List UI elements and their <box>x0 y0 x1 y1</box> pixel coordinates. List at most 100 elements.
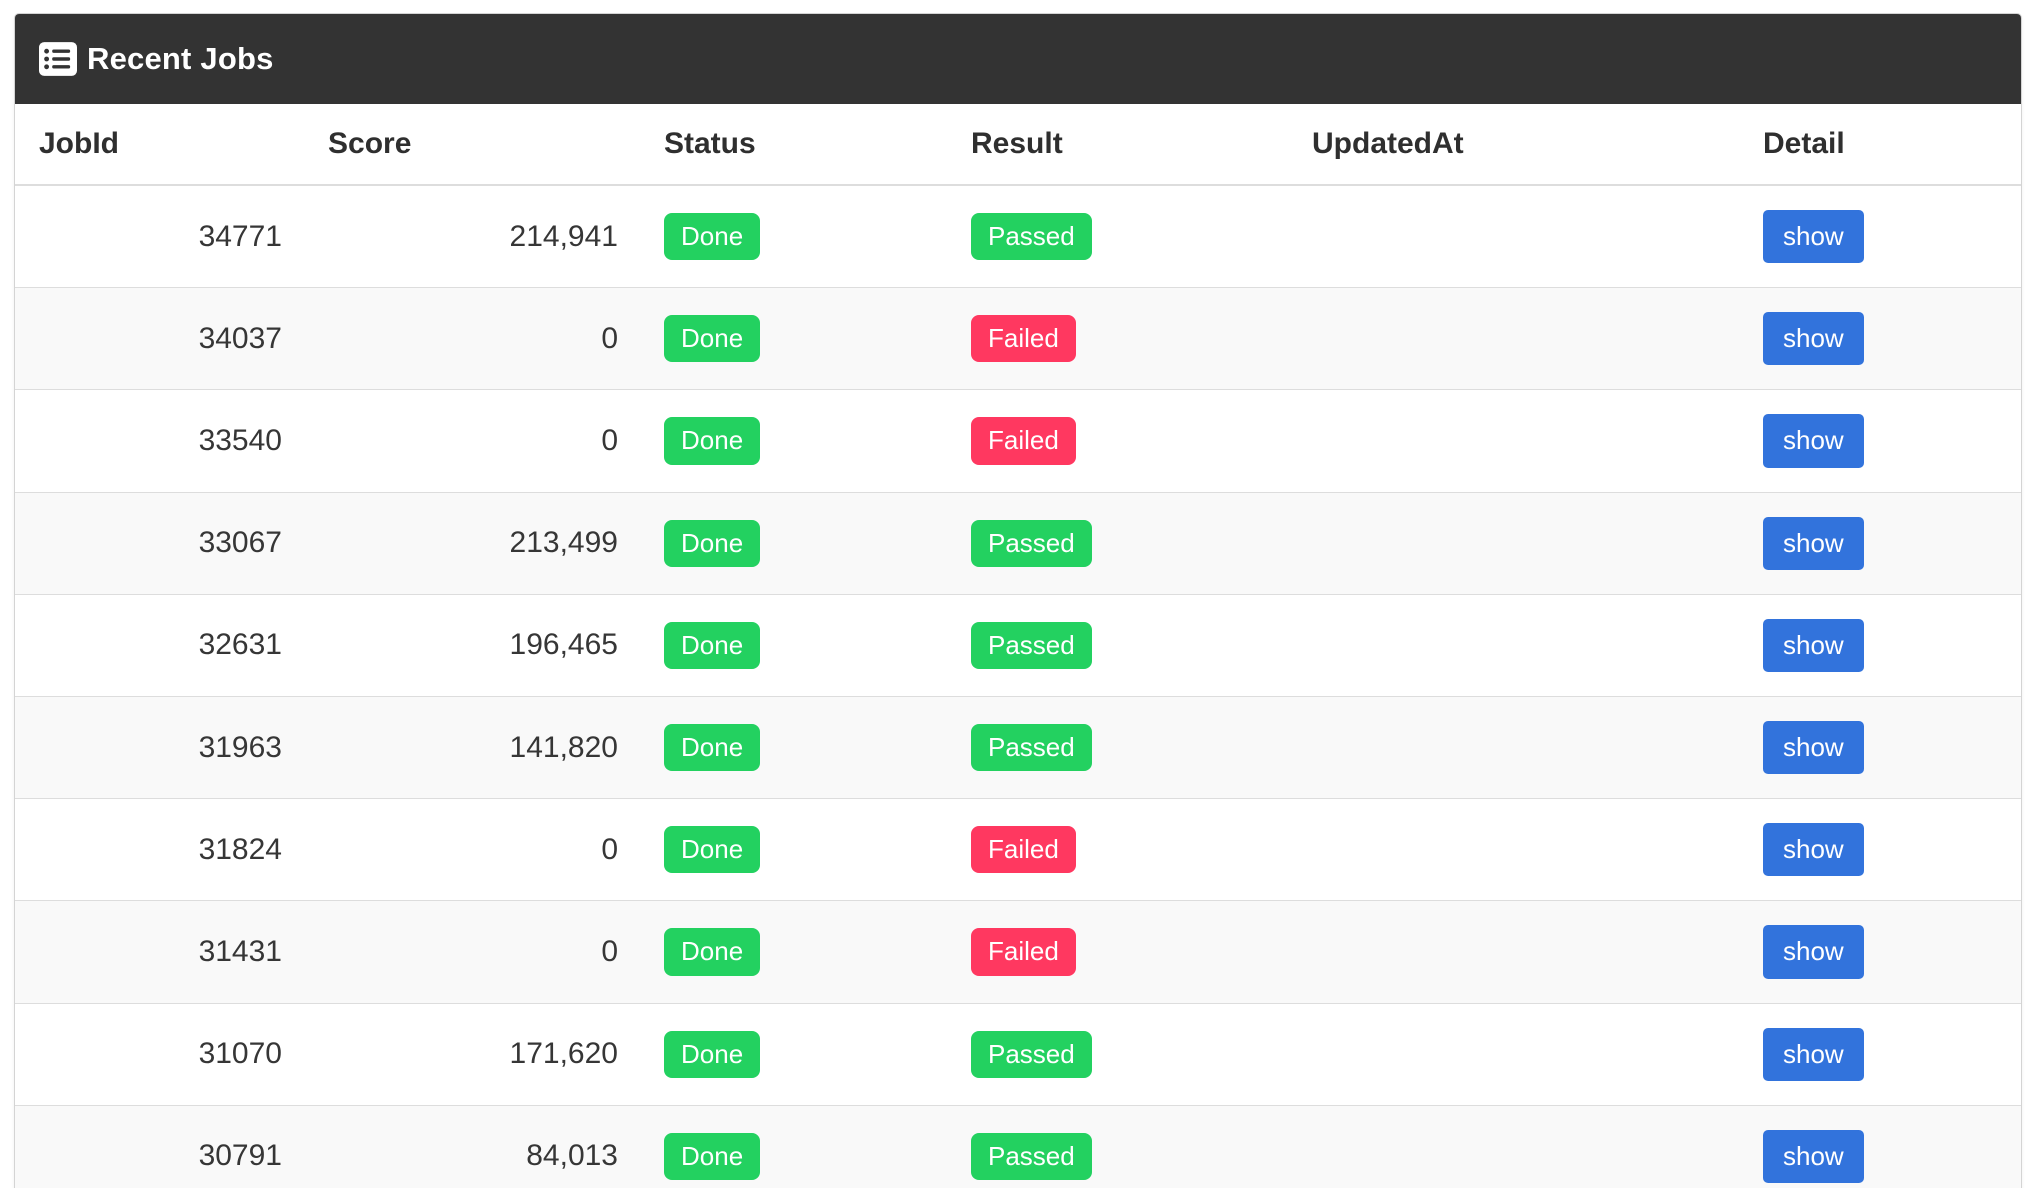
status-badge: Done <box>664 213 761 261</box>
detail-cell: show <box>1753 184 2021 288</box>
score-cell: 213,499 <box>318 491 654 595</box>
status-badge: Done <box>664 723 761 772</box>
jobid-cell: 31963 <box>15 695 318 799</box>
show-button[interactable]: show <box>1763 210 1864 264</box>
detail-cell: show <box>1753 1002 2021 1106</box>
score-cell: 0 <box>318 287 654 390</box>
result-badge: Passed <box>971 519 1092 567</box>
status-badge: Done <box>664 417 761 465</box>
show-button[interactable]: show <box>1763 516 1864 570</box>
jobid-cell: 34771 <box>15 184 318 288</box>
status-cell: Done <box>654 184 961 288</box>
status-badge: Done <box>664 621 761 669</box>
result-cell: Passed <box>961 184 1302 288</box>
table-row: 34771 214,941 Done Passed show <box>15 184 2021 288</box>
status-badge: Done <box>664 315 761 363</box>
jobid-cell: 32631 <box>15 593 318 697</box>
result-cell: Failed <box>961 900 1302 1003</box>
result-badge: Passed <box>971 621 1092 669</box>
col-header-jobid: JobId <box>15 104 318 186</box>
updated-at-cell <box>1302 1104 1753 1188</box>
updated-at-cell <box>1302 389 1753 493</box>
panel-heading: Recent Jobs <box>15 14 2021 104</box>
status-badge: Done <box>664 1132 761 1180</box>
status-badge: Done <box>664 1030 761 1078</box>
detail-cell: show <box>1753 287 2021 390</box>
detail-cell: show <box>1753 1104 2021 1188</box>
table-row: 31070 171,620 Done Passed show <box>15 1002 2021 1106</box>
result-cell: Failed <box>961 287 1302 390</box>
result-cell: Failed <box>961 798 1302 901</box>
status-cell: Done <box>654 389 961 493</box>
result-badge: Passed <box>971 723 1092 772</box>
result-badge: Failed <box>971 417 1076 465</box>
col-header-detail: Detail <box>1753 104 2021 186</box>
status-cell: Done <box>654 695 961 799</box>
show-button[interactable]: show <box>1763 823 1864 877</box>
status-cell: Done <box>654 1104 961 1188</box>
col-header-status: Status <box>654 104 961 186</box>
table-row: 33540 0 Done Failed show <box>15 389 2021 493</box>
header-row: JobId Score Status Result UpdatedAt Deta… <box>15 104 2021 186</box>
show-button[interactable]: show <box>1763 925 1864 979</box>
status-cell: Done <box>654 593 961 697</box>
result-cell: Passed <box>961 1002 1302 1106</box>
recent-jobs-panel: Recent Jobs JobId Score Status Result Up… <box>14 13 2022 1188</box>
jobid-cell: 31824 <box>15 798 318 901</box>
list-icon <box>39 42 77 76</box>
result-cell: Failed <box>961 389 1302 493</box>
col-header-score: Score <box>318 104 654 186</box>
status-cell: Done <box>654 1002 961 1106</box>
detail-cell: show <box>1753 900 2021 1003</box>
updated-at-cell <box>1302 900 1753 1003</box>
score-cell: 171,620 <box>318 1002 654 1106</box>
result-badge: Passed <box>971 213 1092 261</box>
table-row: 33067 213,499 Done Passed show <box>15 491 2021 595</box>
status-cell: Done <box>654 900 961 1003</box>
jobid-cell: 34037 <box>15 287 318 390</box>
jobid-cell: 31431 <box>15 900 318 1003</box>
updated-at-cell <box>1302 1002 1753 1106</box>
panel-title: Recent Jobs <box>87 41 274 76</box>
result-cell: Passed <box>961 593 1302 697</box>
score-cell: 196,465 <box>318 593 654 697</box>
updated-at-cell <box>1302 798 1753 901</box>
col-header-updatedat: UpdatedAt <box>1302 104 1753 186</box>
show-button[interactable]: show <box>1763 618 1864 672</box>
updated-at-cell <box>1302 491 1753 595</box>
result-badge: Passed <box>971 1030 1092 1078</box>
status-cell: Done <box>654 491 961 595</box>
updated-at-cell <box>1302 184 1753 288</box>
show-button[interactable]: show <box>1763 1027 1864 1081</box>
show-button[interactable]: show <box>1763 1129 1864 1183</box>
status-cell: Done <box>654 287 961 390</box>
score-cell: 84,013 <box>318 1104 654 1188</box>
jobid-cell: 33540 <box>15 389 318 493</box>
result-cell: Passed <box>961 491 1302 595</box>
detail-cell: show <box>1753 695 2021 799</box>
show-button[interactable]: show <box>1763 414 1864 468</box>
updated-at-cell <box>1302 695 1753 799</box>
score-cell: 0 <box>318 389 654 493</box>
status-badge: Done <box>664 519 761 567</box>
detail-cell: show <box>1753 798 2021 901</box>
table-row: 30791 84,013 Done Passed show <box>15 1104 2021 1188</box>
detail-cell: show <box>1753 389 2021 493</box>
recent-jobs-table: JobId Score Status Result UpdatedAt Deta… <box>15 104 2021 1188</box>
score-cell: 0 <box>318 900 654 1003</box>
result-badge: Failed <box>971 826 1076 874</box>
table-row: 31431 0 Done Failed show <box>15 900 2021 1003</box>
result-cell: Passed <box>961 695 1302 799</box>
show-button[interactable]: show <box>1763 312 1864 366</box>
status-badge: Done <box>664 826 761 874</box>
result-cell: Passed <box>961 1104 1302 1188</box>
table-row: 34037 0 Done Failed show <box>15 287 2021 390</box>
status-badge: Done <box>664 928 761 976</box>
score-cell: 141,820 <box>318 695 654 799</box>
show-button[interactable]: show <box>1763 720 1864 775</box>
detail-cell: show <box>1753 491 2021 595</box>
jobs-tbody: 34771 214,941 Done Passed show 34037 0 D… <box>15 184 2021 1188</box>
table-row: 32631 196,465 Done Passed show <box>15 593 2021 697</box>
result-badge: Failed <box>971 315 1076 363</box>
jobid-cell: 33067 <box>15 491 318 595</box>
